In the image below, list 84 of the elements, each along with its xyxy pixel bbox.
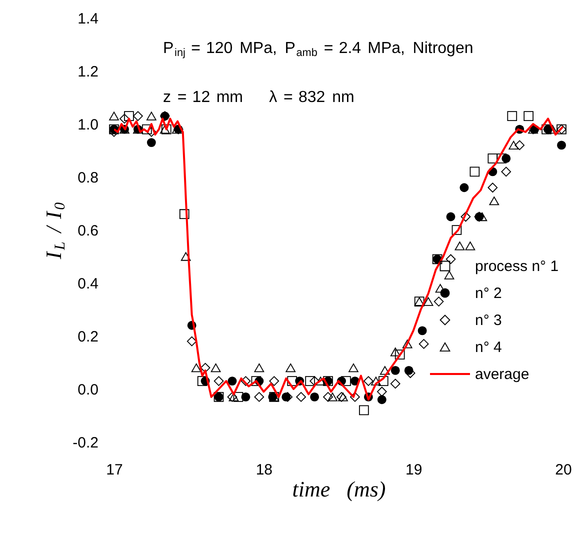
point <box>376 386 387 397</box>
x-axis-title: time (ms) <box>292 476 386 502</box>
point <box>254 392 264 402</box>
point <box>364 376 374 386</box>
point <box>142 124 152 134</box>
point <box>418 339 429 349</box>
point <box>454 242 465 250</box>
point <box>359 405 369 416</box>
y-tick-label: 0.0 <box>78 382 98 398</box>
point <box>452 225 462 235</box>
point <box>180 252 191 261</box>
point <box>146 138 156 148</box>
point <box>350 392 360 402</box>
y-tick-label: 1.2 <box>78 64 98 80</box>
y-tick-label: 0.8 <box>78 170 98 186</box>
point <box>514 140 525 150</box>
point <box>305 376 315 386</box>
y-tick-label: 0.6 <box>78 222 98 240</box>
point <box>240 376 251 386</box>
x-tick-label: 17 <box>106 462 123 478</box>
point <box>120 114 130 124</box>
y-tick-label: 1.0 <box>78 116 98 134</box>
point <box>488 182 498 193</box>
point <box>109 112 119 120</box>
point <box>269 376 280 386</box>
point <box>394 350 405 360</box>
point <box>524 111 534 121</box>
point <box>390 378 400 389</box>
text: z = 12 mm λ = 832 nm <box>163 89 354 106</box>
point <box>460 212 471 222</box>
point <box>210 363 221 372</box>
point <box>214 376 224 386</box>
y-tick-label: 0.2 <box>78 328 98 346</box>
y-tick-label: -0.2 <box>72 434 98 452</box>
point <box>444 270 454 280</box>
point <box>502 154 511 163</box>
point <box>286 363 296 372</box>
point <box>146 112 156 120</box>
point <box>508 140 519 150</box>
point <box>470 166 480 177</box>
point <box>434 296 444 306</box>
point <box>489 196 500 206</box>
point <box>191 363 202 372</box>
point <box>377 395 386 404</box>
point <box>402 340 412 348</box>
point <box>390 366 400 375</box>
point <box>241 392 250 402</box>
point <box>460 183 469 192</box>
legend-label: process n° 1 <box>475 258 559 275</box>
point <box>328 392 338 402</box>
point <box>316 376 326 386</box>
legend-label: average <box>475 366 530 383</box>
x-tick-label: 19 <box>405 462 422 478</box>
point <box>370 376 381 386</box>
point <box>323 392 333 402</box>
point <box>477 212 488 222</box>
point <box>124 111 134 121</box>
y-tick-label: 1.4 <box>78 10 98 28</box>
point <box>348 363 358 372</box>
legend-label: n° 3 <box>475 312 502 329</box>
point <box>423 297 434 306</box>
point <box>446 212 456 222</box>
y-tick-label: 0.4 <box>78 276 98 292</box>
point <box>465 242 476 250</box>
legend-label: n° 2 <box>475 285 502 302</box>
point <box>390 348 400 356</box>
point <box>501 166 512 177</box>
point <box>186 336 197 346</box>
x-tick-label: 18 <box>256 462 273 478</box>
point <box>557 140 566 150</box>
point <box>228 376 237 386</box>
point <box>446 254 456 264</box>
point <box>179 209 190 220</box>
x-tick-label: 20 <box>555 462 572 478</box>
point <box>254 363 264 372</box>
point <box>380 366 390 375</box>
point <box>296 392 306 402</box>
legend-label: n° 4 <box>475 339 502 356</box>
point <box>310 392 320 402</box>
point <box>133 111 143 121</box>
point <box>378 376 388 386</box>
y-axis-title: IL / I0 <box>41 202 69 260</box>
point <box>507 111 518 121</box>
point <box>418 326 427 336</box>
